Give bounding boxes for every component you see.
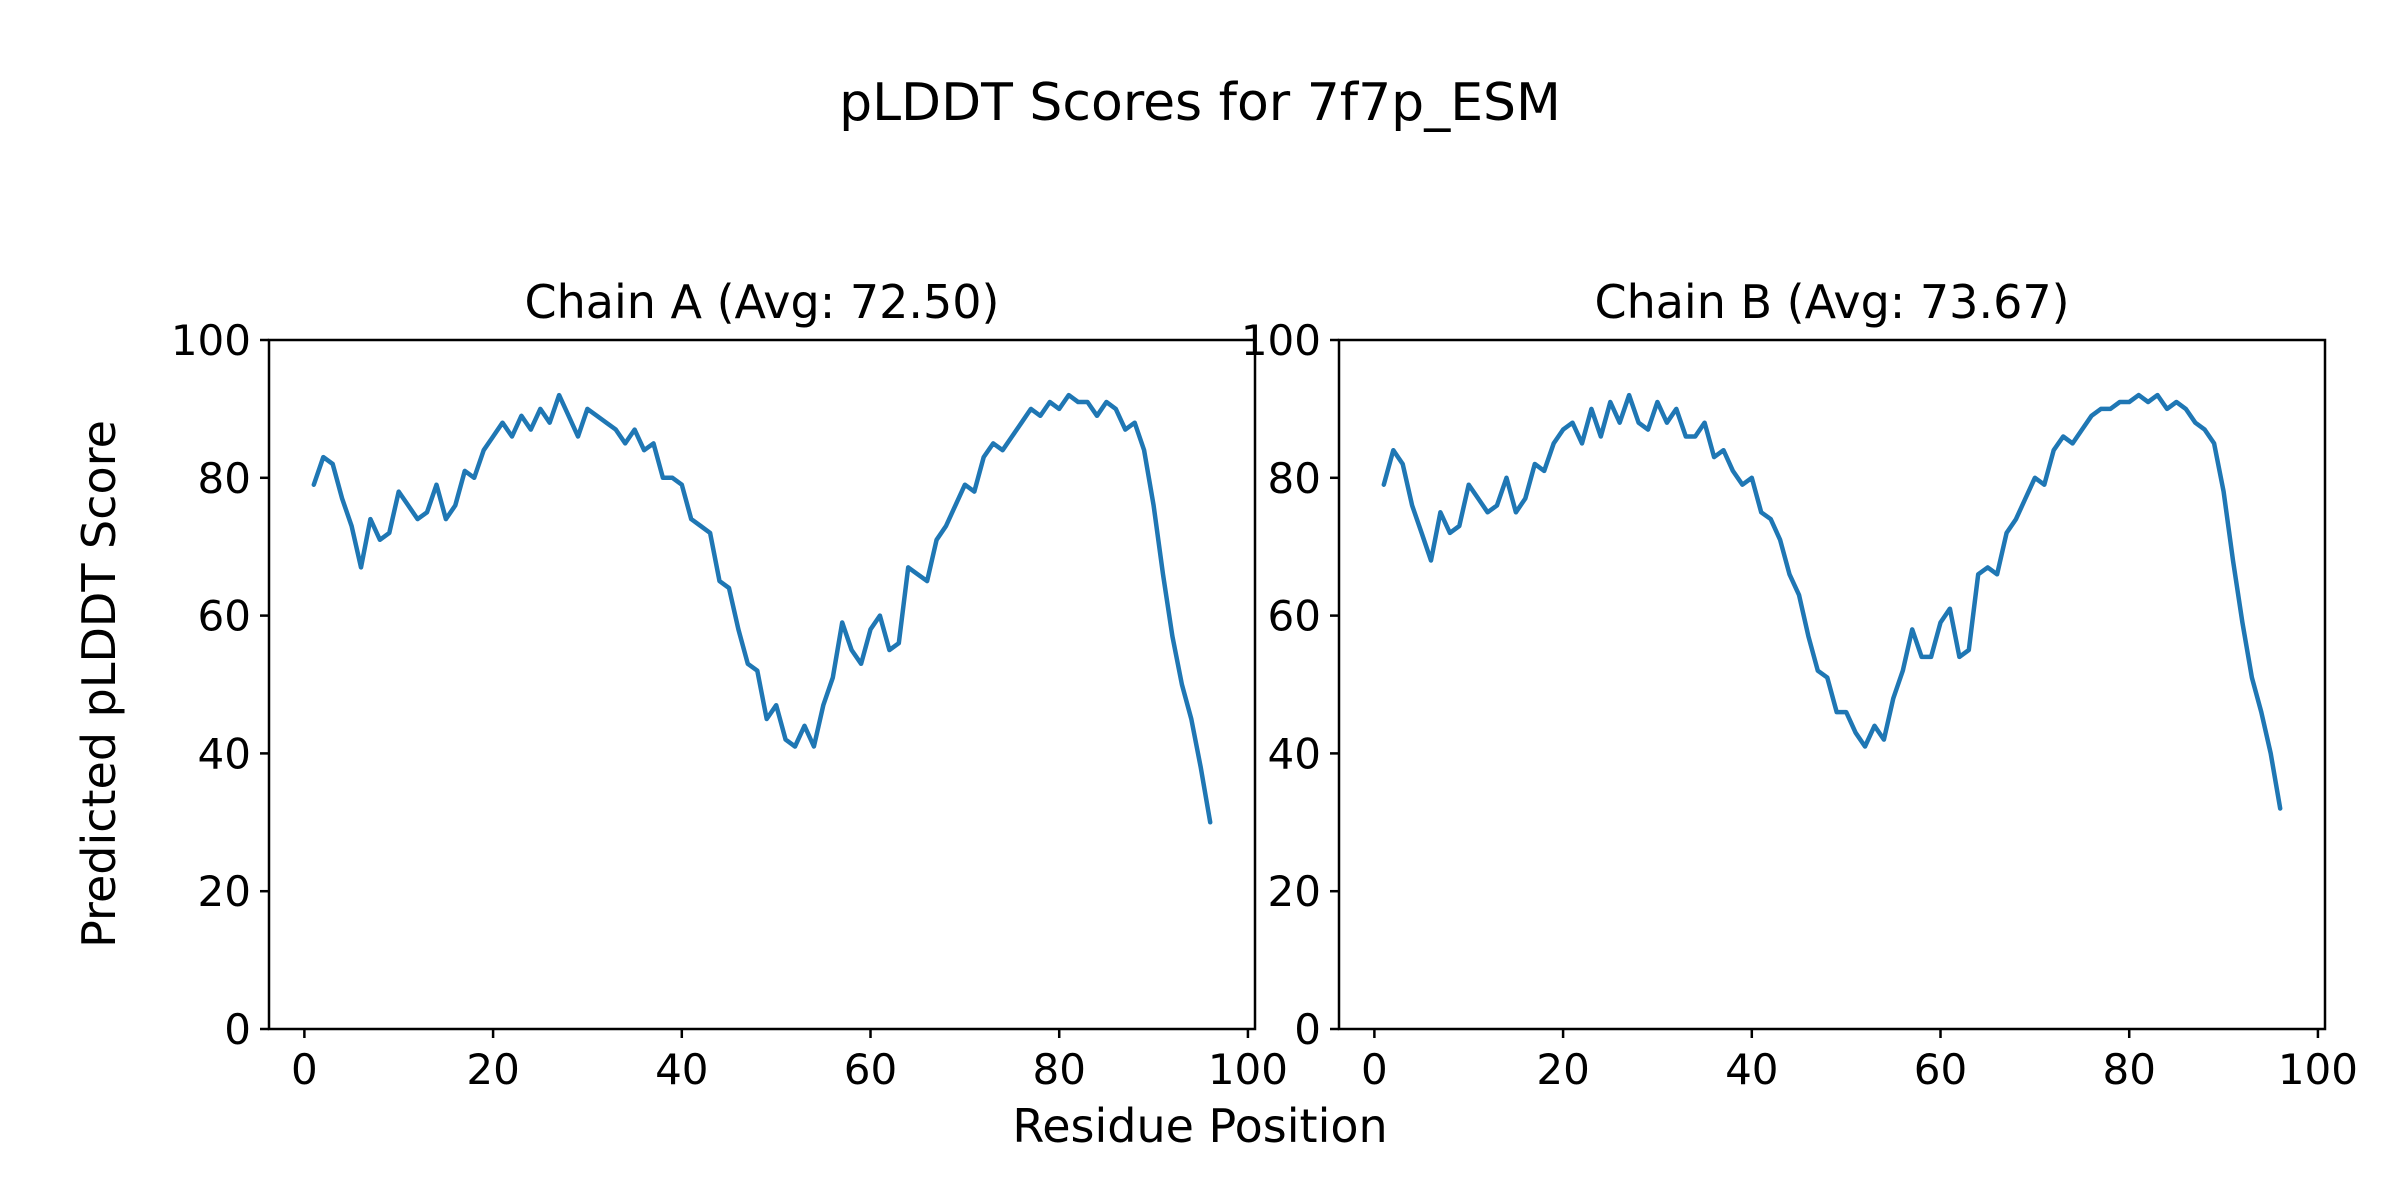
plot-box (1337, 338, 2327, 1031)
y-tick-label: 100 (1241, 316, 1321, 365)
x-tick-label: 80 (1032, 1045, 1085, 1094)
x-tick-label: 100 (1208, 1045, 1288, 1094)
x-tick-label: 20 (466, 1045, 519, 1094)
y-axis-label: Predicted pLDDT Score (72, 420, 126, 948)
y-tick-label: 20 (198, 867, 251, 916)
y-tick-label: 100 (171, 316, 251, 365)
x-tick-label: 0 (1361, 1045, 1388, 1094)
y-tick-label: 20 (1268, 867, 1321, 916)
subplot-a-title: Chain A (Avg: 72.50) (524, 275, 999, 329)
y-tick-label: 80 (198, 454, 251, 503)
axes-chain-a: 0 20 40 60 80 100 0 20 40 60 80 100 (171, 316, 1288, 1094)
axes-chain-b: 0 20 40 60 80 100 0 20 40 60 80 100 (1241, 316, 2358, 1094)
x-tick-label: 100 (2278, 1045, 2358, 1094)
x-tick-label: 40 (655, 1045, 708, 1094)
subplot-b-title: Chain B (Avg: 73.67) (1594, 275, 2069, 329)
x-tick-label: 20 (1536, 1045, 1589, 1094)
x-tick-label: 80 (2102, 1045, 2155, 1094)
x-tick-label: 60 (844, 1045, 897, 1094)
y-tick-label: 40 (198, 729, 251, 778)
y-tick-label: 0 (224, 1005, 251, 1054)
plddt-line (311, 392, 1213, 825)
figure-title: pLDDT Scores for 7f7p_ESM (839, 73, 1561, 133)
x-axis-label: Residue Position (1012, 1099, 1387, 1153)
y-tick-label: 60 (198, 592, 251, 641)
plot-box (267, 338, 1257, 1031)
x-tick-label: 60 (1914, 1045, 1967, 1094)
x-tick-label: 40 (1725, 1045, 1778, 1094)
plddt-line (1381, 392, 2283, 811)
y-tick-label: 40 (1268, 729, 1321, 778)
y-tick-label: 0 (1294, 1005, 1321, 1054)
x-tick-label: 0 (291, 1045, 318, 1094)
y-tick-label: 60 (1268, 592, 1321, 641)
y-tick-label: 80 (1268, 454, 1321, 503)
